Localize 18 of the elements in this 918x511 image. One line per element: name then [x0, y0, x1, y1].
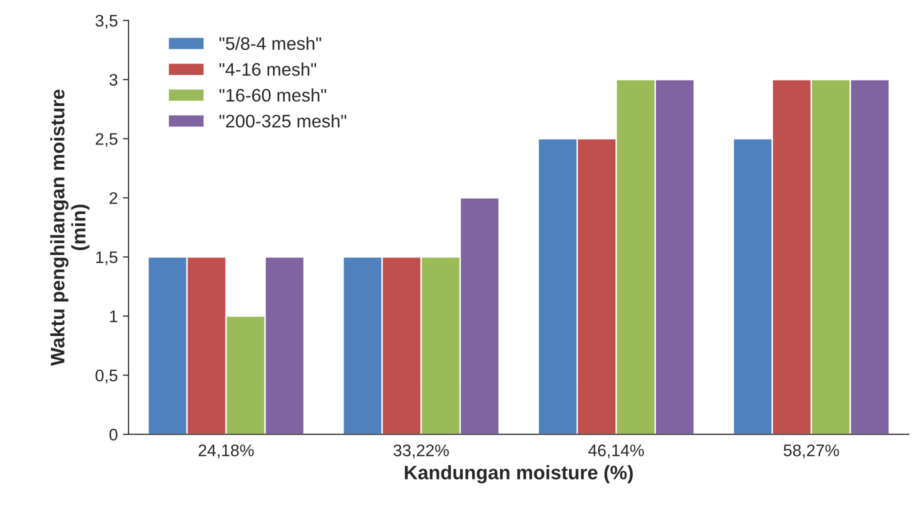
y-tick-label: 3 [109, 74, 118, 86]
x-tick-label: 24,18% [198, 444, 254, 458]
y-tick-label: 3,5 [96, 14, 118, 29]
x-tick-label: 33,22% [394, 444, 449, 458]
y-tick-label: 1 [110, 310, 118, 322]
x-tick-label: 46,14% [588, 444, 644, 458]
legend-label: "200-325 mesh" [220, 114, 346, 128]
y-tick-label: 1,5 [96, 252, 118, 266]
x-axis-title: Kandungan moisture (%) [404, 465, 633, 484]
x-tick-label: 58,27% [784, 444, 839, 458]
y-tick-label: 2,5 [96, 133, 118, 147]
y-tick-label: 0 [109, 428, 118, 441]
y-tick-label: 0,5 [96, 370, 118, 384]
legend-label: "5/8-4 mesh" [220, 36, 322, 50]
y-tick-label: 2 [110, 192, 118, 204]
y-axis-title: Waktu penghilangan moisture (min) [50, 90, 90, 366]
legend-label: "4-16 mesh" [220, 62, 316, 76]
legend-label: "16-60 mesh" [220, 88, 326, 102]
